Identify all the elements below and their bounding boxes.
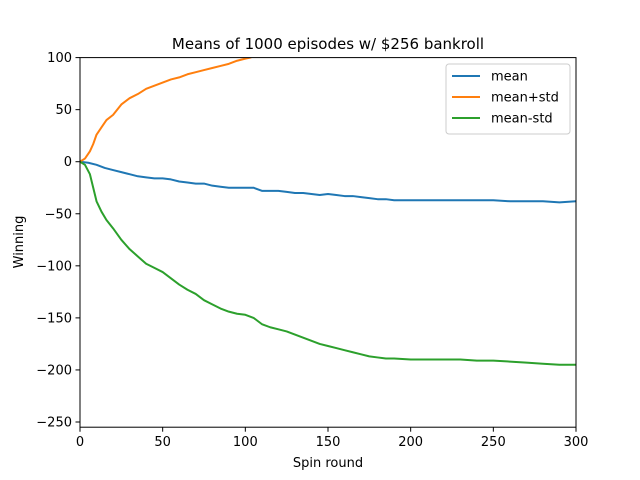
y-tick-label: −200 [36,363,72,378]
x-axis: 0 50 100 150 200 250 300 [76,427,589,450]
legend: mean mean+std mean-std [445,63,571,135]
x-tick-label: 200 [398,435,423,450]
x-tick-label: 50 [154,435,171,450]
x-axis-label: Spin round [293,456,363,471]
legend-box [445,63,571,135]
y-axis: −250 −200 −150 −100 −50 0 50 100 [36,51,80,430]
y-tick-label: 100 [47,51,72,66]
legend-label: mean+std [491,91,559,106]
y-axis-label: Winning [12,216,27,269]
x-tick-label: 100 [233,435,258,450]
y-tick-label: −150 [36,311,72,326]
x-tick-label: 250 [481,435,506,450]
x-tick-label: 150 [316,435,341,450]
y-tick-label: −250 [36,415,72,430]
legend-label: mean-std [491,112,553,127]
y-tick-label: 50 [55,103,72,118]
series-line-mean-std [80,57,252,163]
y-tick-label: −100 [36,259,72,274]
x-tick-label: 0 [76,435,84,450]
series-line-mean [80,160,576,204]
series-line-mean-std [80,160,576,366]
chart-title: Means of 1000 episodes w/ $256 bankroll [172,35,484,53]
y-tick-label: −50 [45,207,72,222]
series-layer [80,57,576,366]
y-tick-label: 0 [64,155,72,170]
x-tick-label: 300 [564,435,589,450]
legend-label: mean [491,70,528,85]
